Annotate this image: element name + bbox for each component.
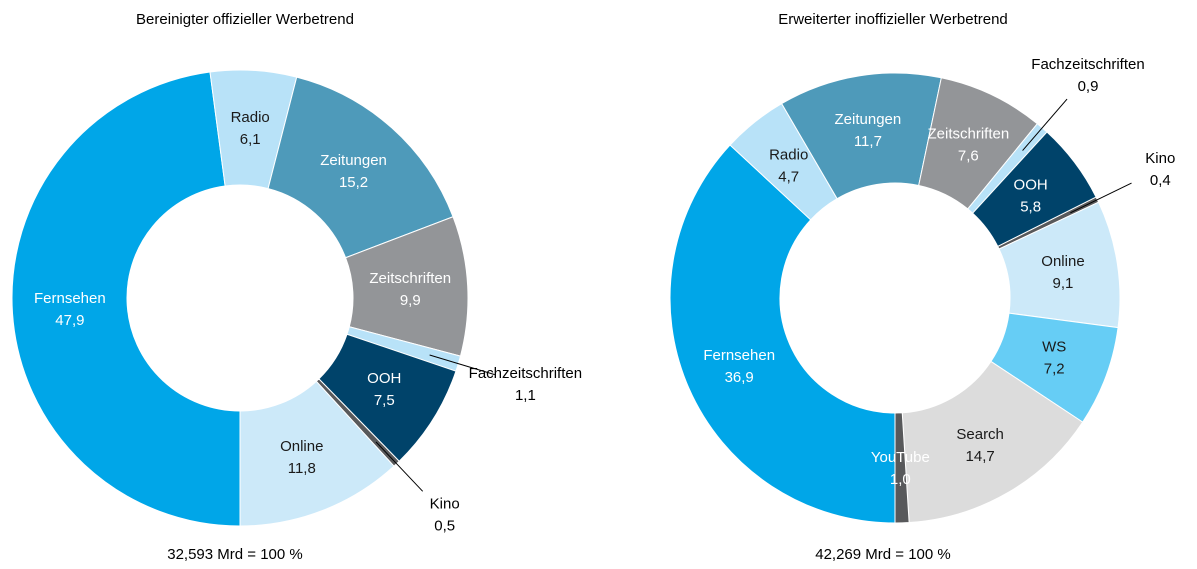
value-label: 11,8: [288, 460, 316, 477]
segment-label: Online: [1041, 253, 1084, 270]
value-label: 0,9: [1078, 78, 1099, 95]
segment-label: Search: [956, 426, 1004, 443]
value-label: 1,1: [515, 387, 536, 404]
value-label: 4,7: [778, 168, 799, 185]
segment-label: YouTube: [871, 449, 930, 466]
segment-label: Fernsehen: [703, 347, 775, 364]
value-label: 7,5: [374, 392, 395, 409]
leader-line: [1070, 182, 1132, 214]
value-label: 0,5: [434, 518, 455, 535]
segment-label: Radio: [231, 109, 270, 126]
donut-segment: [894, 412, 910, 524]
donut-segment: [901, 360, 1084, 524]
segment-label: Fernsehen: [34, 290, 106, 307]
chart-title: Erweiterter inoffizieller Werbetrend: [778, 11, 1008, 28]
segment-label: Kino: [430, 496, 460, 513]
segment-label: OOH: [367, 370, 401, 387]
donut-segment: [11, 71, 241, 527]
segment-label: Kino: [1145, 150, 1175, 167]
value-label: 1,0: [890, 471, 911, 488]
segment-label: Fachzeitschriften: [1031, 56, 1144, 73]
segment-label: Radio: [769, 146, 808, 163]
leader-line: [375, 441, 424, 492]
value-label: 11,7: [854, 133, 882, 150]
segment-label: OOH: [1014, 176, 1048, 193]
value-label: 47,9: [55, 312, 84, 329]
value-label: 0,4: [1150, 172, 1171, 189]
segment-label: Zeitschriften: [927, 126, 1009, 143]
chart-title: Bereinigter offizieller Werbetrend: [136, 11, 354, 28]
segment-label: Zeitungen: [320, 152, 387, 169]
donut-segment: [267, 76, 454, 259]
donut-segment: [669, 144, 896, 524]
segment-label: Fachzeitschriften: [469, 365, 582, 382]
value-label: 15,2: [339, 174, 368, 191]
value-label: 9,1: [1053, 275, 1074, 292]
segment-label: Online: [280, 438, 323, 455]
value-label: 5,8: [1020, 198, 1041, 215]
leader-line: [429, 354, 495, 376]
chart-note: 32,593 Mrd = 100 %: [167, 546, 303, 563]
chart-note: 42,269 Mrd = 100 %: [815, 546, 951, 563]
value-label: 14,7: [966, 448, 995, 465]
segment-label: Zeitschriften: [369, 270, 451, 287]
value-label: 6,1: [240, 131, 261, 148]
segment-label: WS: [1042, 339, 1066, 356]
value-label: 7,2: [1044, 361, 1065, 378]
value-label: 36,9: [725, 369, 754, 386]
segment-label: Zeitungen: [835, 111, 902, 128]
value-label: 7,6: [958, 148, 979, 165]
value-label: 9,9: [400, 292, 421, 309]
donut-segment: [239, 380, 395, 527]
leader-line: [1022, 98, 1068, 151]
